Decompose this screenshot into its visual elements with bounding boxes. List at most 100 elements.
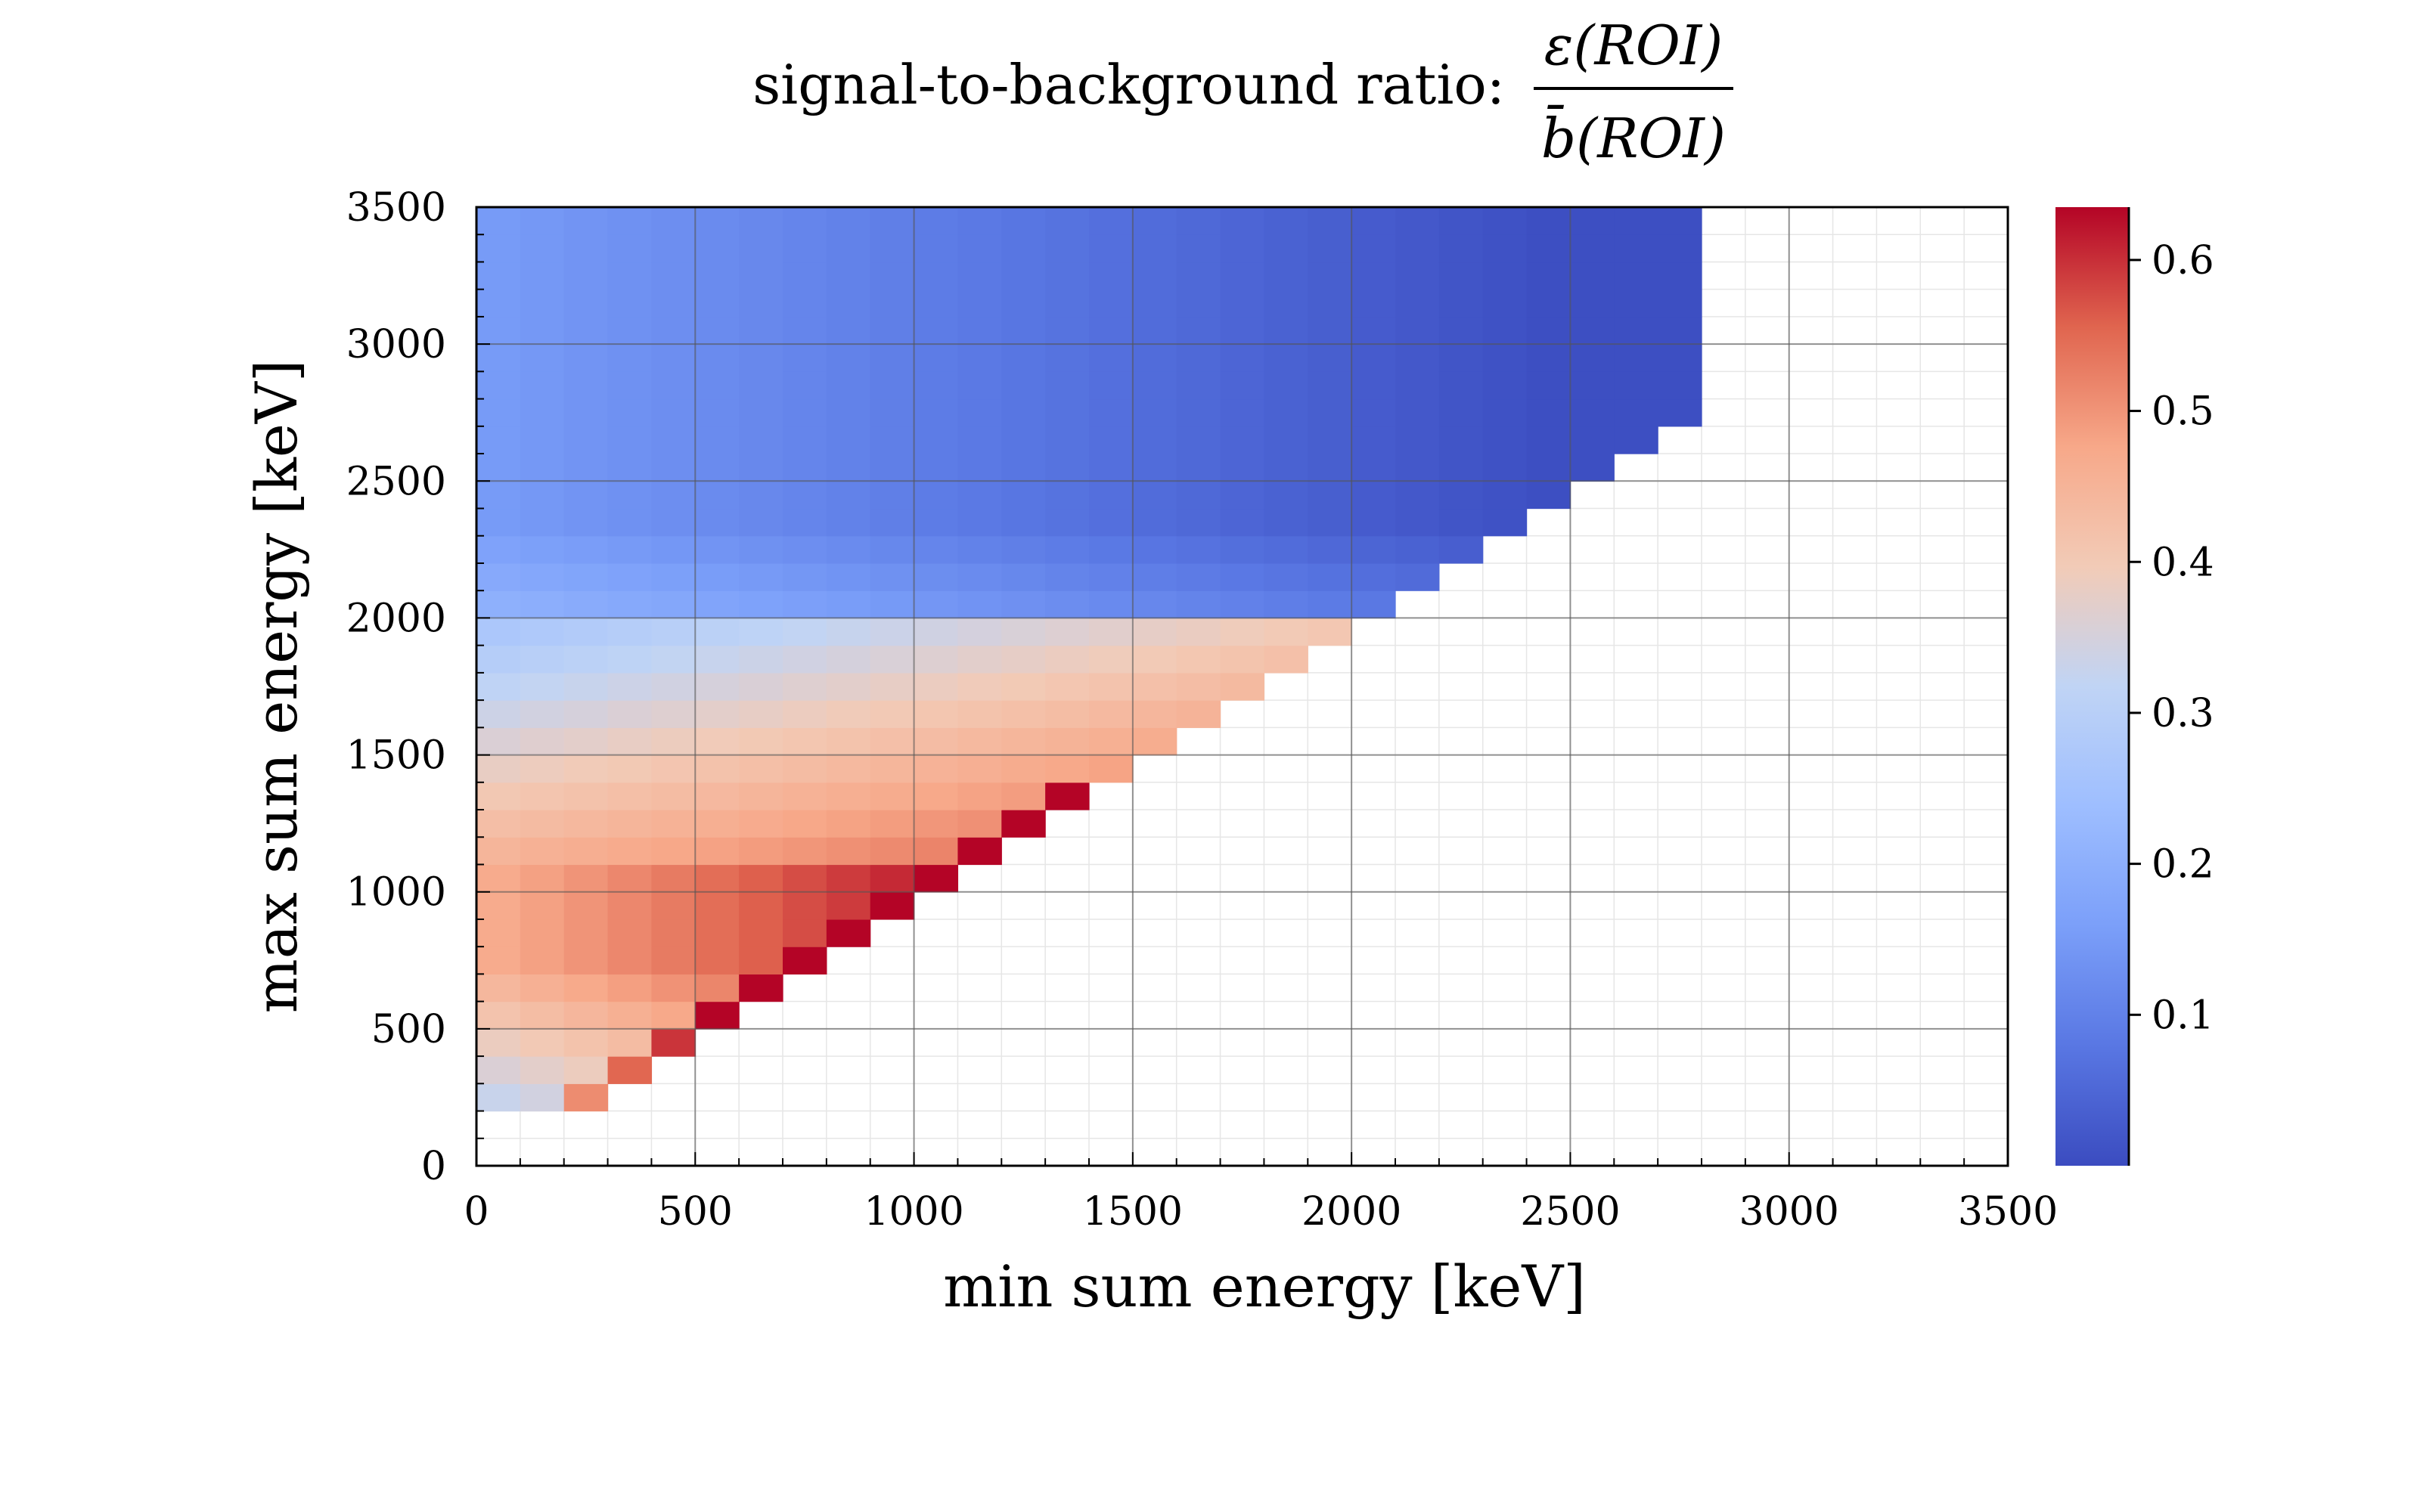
heatmap-cell <box>957 535 1002 564</box>
heatmap-cell <box>1045 234 1090 263</box>
heatmap-cell <box>1045 344 1090 372</box>
heatmap-cell <box>1264 316 1308 345</box>
heatmap-cell <box>1308 344 1352 372</box>
title-numerator: ε(ROI) <box>1544 14 1723 77</box>
heatmap-cell <box>914 535 959 564</box>
heatmap-cell <box>607 1001 653 1030</box>
heatmap-cell <box>607 919 653 947</box>
heatmap-cell <box>914 289 959 318</box>
heatmap-cell <box>783 837 827 866</box>
heatmap-cell <box>1482 454 1528 482</box>
heatmap-cell <box>520 454 565 482</box>
heatmap-cell <box>1264 618 1308 646</box>
heatmap-cell <box>1132 371 1177 400</box>
heatmap-cell <box>1570 344 1615 372</box>
heatmap-cell <box>1045 316 1090 345</box>
heatmap-cell <box>1526 316 1571 345</box>
heatmap-cell <box>1526 234 1571 263</box>
heatmap-cell <box>1045 454 1090 482</box>
heatmap-cell <box>607 590 653 619</box>
heatmap-cell <box>607 344 653 372</box>
heatmap-cell <box>783 645 827 674</box>
heatmap-cell <box>870 454 915 482</box>
heatmap-cell <box>739 947 783 974</box>
heatmap-cell <box>1045 700 1090 728</box>
heatmap-cell <box>651 782 696 810</box>
heatmap-cell <box>957 207 1002 235</box>
heatmap-cell <box>1658 234 1702 263</box>
heatmap-cell <box>1308 535 1352 564</box>
heatmap-cell <box>1045 618 1090 646</box>
heatmap-cell <box>1570 426 1615 454</box>
heatmap-cell <box>1001 618 1046 646</box>
heatmap-cell <box>914 426 959 454</box>
heatmap-cell <box>1045 289 1090 318</box>
heatmap-cell <box>520 672 565 701</box>
heatmap-cell <box>607 508 653 537</box>
heatmap-cell <box>563 398 609 427</box>
heatmap-cell <box>476 1001 521 1030</box>
heatmap-cell <box>1176 535 1221 564</box>
heatmap-cell <box>826 672 871 701</box>
heatmap-cell <box>1089 234 1134 263</box>
y-tick-label: 2500 <box>346 459 446 504</box>
heatmap-cell <box>1001 672 1046 701</box>
heatmap-cell <box>607 700 653 728</box>
heatmap-cell <box>520 398 565 427</box>
heatmap-cell <box>739 974 783 1002</box>
heatmap-cell <box>1526 344 1571 372</box>
heatmap-cell <box>1351 535 1396 564</box>
heatmap-cell <box>607 645 653 674</box>
heatmap-cell <box>1395 508 1440 537</box>
heatmap-cell <box>1395 316 1440 345</box>
heatmap-cell <box>1132 234 1177 263</box>
heatmap-cell <box>651 1028 696 1057</box>
heatmap-cell <box>476 974 521 1002</box>
heatmap-cell <box>1351 207 1396 235</box>
heatmap-cell <box>1351 289 1396 318</box>
heatmap-cell <box>695 919 740 947</box>
heatmap-cell <box>1220 371 1265 400</box>
heatmap-cell <box>826 535 871 564</box>
heatmap-cell <box>1658 344 1702 372</box>
heatmap-cell <box>563 947 609 974</box>
heatmap-cell <box>739 562 783 591</box>
y-tick-label: 3500 <box>346 185 446 231</box>
title-denominator: b̄(ROI) <box>1541 104 1726 170</box>
heatmap-cell <box>957 590 1002 619</box>
x-tick-label: 3500 <box>1958 1189 2058 1235</box>
heatmap-cell <box>476 262 521 290</box>
heatmap-cell <box>957 234 1002 263</box>
heatmap-cell <box>1614 426 1658 454</box>
heatmap-cell <box>520 837 565 866</box>
heatmap-cell <box>607 672 653 701</box>
heatmap-cell <box>520 947 565 974</box>
heatmap-cell <box>783 371 827 400</box>
heatmap-cell <box>1001 344 1046 372</box>
heatmap-cell <box>651 481 696 510</box>
heatmap-cell <box>695 262 740 290</box>
heatmap-cell <box>1045 727 1090 756</box>
heatmap-cell <box>1176 672 1221 701</box>
colorbar-tick-label: 0.4 <box>2152 540 2214 585</box>
heatmap-cell <box>1045 590 1090 619</box>
heatmap-cell <box>1045 508 1090 537</box>
heatmap-cell <box>957 700 1002 728</box>
heatmap-cell <box>914 481 959 510</box>
heatmap-cell <box>651 234 696 263</box>
heatmap-cell <box>826 454 871 482</box>
heatmap-cell <box>826 645 871 674</box>
heatmap-cell <box>520 891 565 920</box>
heatmap-cell <box>651 289 696 318</box>
heatmap-cell <box>607 454 653 482</box>
heatmap-cell <box>651 371 696 400</box>
x-tick-label: 2000 <box>1302 1189 1401 1235</box>
heatmap-cell <box>957 645 1002 674</box>
y-tick-label: 500 <box>371 1007 446 1052</box>
heatmap-cell <box>520 754 565 783</box>
heatmap-cell <box>739 344 783 372</box>
heatmap-cell <box>1526 426 1571 454</box>
heatmap-cell <box>1176 508 1221 537</box>
heatmap-cell <box>957 454 1002 482</box>
heatmap-cell <box>1132 508 1177 537</box>
